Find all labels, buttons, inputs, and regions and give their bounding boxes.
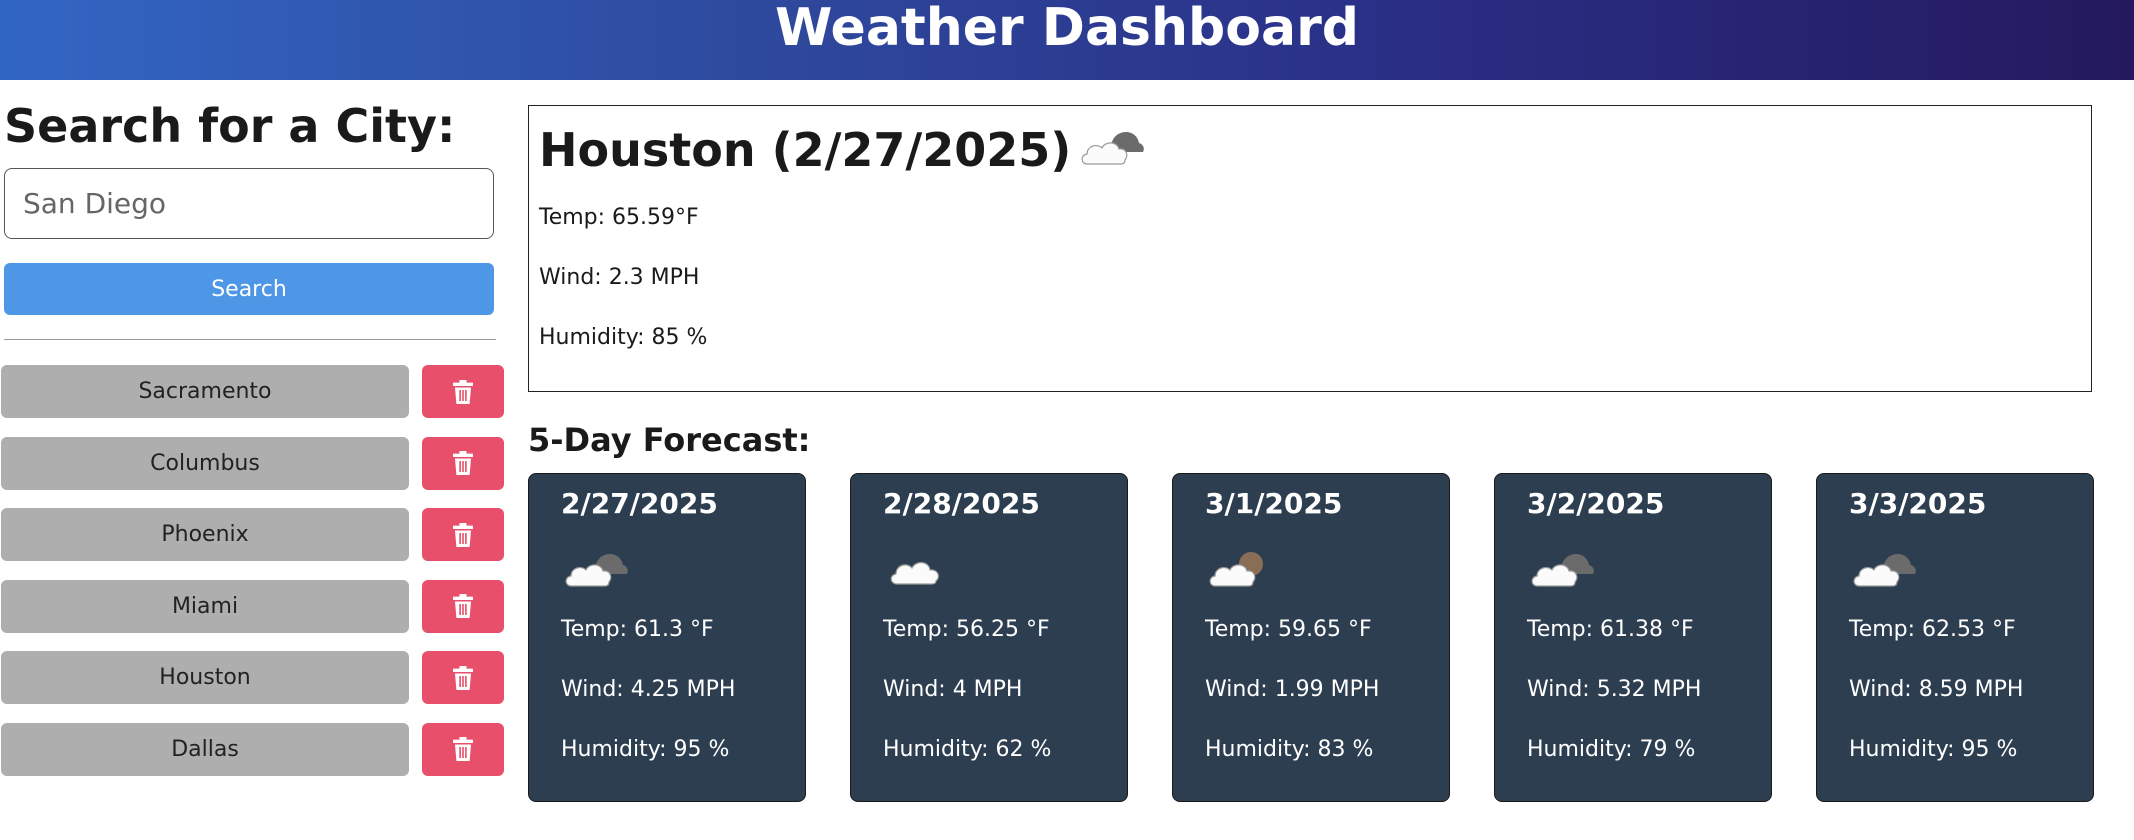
trash-icon xyxy=(453,737,473,762)
cloud-sun-icon xyxy=(1853,554,1916,587)
forecast-wind: Wind: 8.59 MPH xyxy=(1849,677,2024,702)
current-city-date: Houston (2/27/2025) xyxy=(539,123,1072,177)
current-wind: Wind: 2.3 MPH xyxy=(539,265,700,290)
forecast-humidity: Humidity: 79 % xyxy=(1527,737,1696,762)
current-temp: Temp: 65.59°F xyxy=(539,205,699,230)
forecast-heading: 5-Day Forecast: xyxy=(528,421,811,459)
history-city-button[interactable]: Miami xyxy=(1,579,409,633)
header-banner: Weather Dashboard xyxy=(0,0,2134,80)
trash-icon xyxy=(453,665,473,690)
divider xyxy=(4,339,496,340)
forecast-temp: Temp: 62.53 °F xyxy=(1849,617,2016,642)
trash-icon xyxy=(453,451,473,476)
current-weather-heading: Houston (2/27/2025) xyxy=(539,120,1145,180)
history-city-button[interactable]: Houston xyxy=(1,651,409,705)
delete-city-button[interactable] xyxy=(422,651,504,705)
cloud-icon xyxy=(890,562,940,585)
trash-icon xyxy=(453,522,473,547)
trash-icon xyxy=(453,594,473,619)
forecast-humidity: Humidity: 95 % xyxy=(1849,737,2018,762)
history-row: Sacramento xyxy=(0,365,505,418)
history-row: Miami xyxy=(0,579,505,633)
city-search-input[interactable] xyxy=(4,168,494,239)
forecast-temp: Temp: 56.25 °F xyxy=(883,617,1050,642)
cloud-moon-icon xyxy=(1209,552,1263,587)
delete-city-button[interactable] xyxy=(422,579,504,633)
history-city-button[interactable]: Dallas xyxy=(1,722,409,776)
cloud-sun-icon xyxy=(565,554,628,587)
forecast-humidity: Humidity: 83 % xyxy=(1205,737,1374,762)
history-row: Houston xyxy=(0,651,505,705)
forecast-temp: Temp: 61.3 °F xyxy=(561,617,714,642)
forecast-date: 3/1/2025 xyxy=(1205,487,1343,520)
cloud-sun-icon xyxy=(1531,554,1594,587)
delete-city-button[interactable] xyxy=(422,722,504,776)
forecast-date: 3/3/2025 xyxy=(1849,487,1987,520)
forecast-card: 2/27/2025 Temp: 61.3 °F Wind: 4.25 MPH H… xyxy=(528,473,806,802)
forecast-temp: Temp: 61.38 °F xyxy=(1527,617,1694,642)
forecast-wind: Wind: 4 MPH xyxy=(883,677,1023,702)
history-city-button[interactable]: Phoenix xyxy=(1,508,409,562)
history-city-button[interactable]: Columbus xyxy=(1,436,409,490)
forecast-date: 3/2/2025 xyxy=(1527,487,1665,520)
delete-city-button[interactable] xyxy=(422,436,504,490)
forecast-date: 2/28/2025 xyxy=(883,487,1040,520)
forecast-card: 2/28/2025 Temp: 56.25 °F Wind: 4 MPH Hum… xyxy=(850,473,1128,802)
cloud-sun-icon xyxy=(1081,132,1145,165)
current-humidity: Humidity: 85 % xyxy=(539,325,708,350)
search-button[interactable]: Search xyxy=(4,263,494,315)
forecast-wind: Wind: 1.99 MPH xyxy=(1205,677,1380,702)
history-row: Dallas xyxy=(0,722,505,776)
forecast-card: 3/1/2025 Temp: 59.65 °F Wind: 1.99 MPH H… xyxy=(1172,473,1450,802)
history-city-button[interactable]: Sacramento xyxy=(1,365,409,418)
forecast-card: 3/2/2025 Temp: 61.38 °F Wind: 5.32 MPH H… xyxy=(1494,473,1772,802)
forecast-temp: Temp: 59.65 °F xyxy=(1205,617,1372,642)
page-title: Weather Dashboard xyxy=(775,0,1359,58)
forecast-date: 2/27/2025 xyxy=(561,487,718,520)
forecast-humidity: Humidity: 95 % xyxy=(561,737,730,762)
trash-icon xyxy=(453,379,473,404)
delete-city-button[interactable] xyxy=(422,365,504,418)
forecast-card: 3/3/2025 Temp: 62.53 °F Wind: 8.59 MPH H… xyxy=(1816,473,2094,802)
search-heading: Search for a City: xyxy=(4,99,456,153)
history-row: Phoenix xyxy=(0,508,505,562)
history-row: Columbus xyxy=(0,436,505,490)
delete-city-button[interactable] xyxy=(422,508,504,562)
search-history-list: Sacramento Columbus Phoe xyxy=(0,365,505,795)
forecast-humidity: Humidity: 62 % xyxy=(883,737,1052,762)
forecast-wind: Wind: 5.32 MPH xyxy=(1527,677,1702,702)
forecast-wind: Wind: 4.25 MPH xyxy=(561,677,736,702)
current-weather-panel: Houston (2/27/2025) Temp: 65.59°F Wind: … xyxy=(528,105,2092,392)
